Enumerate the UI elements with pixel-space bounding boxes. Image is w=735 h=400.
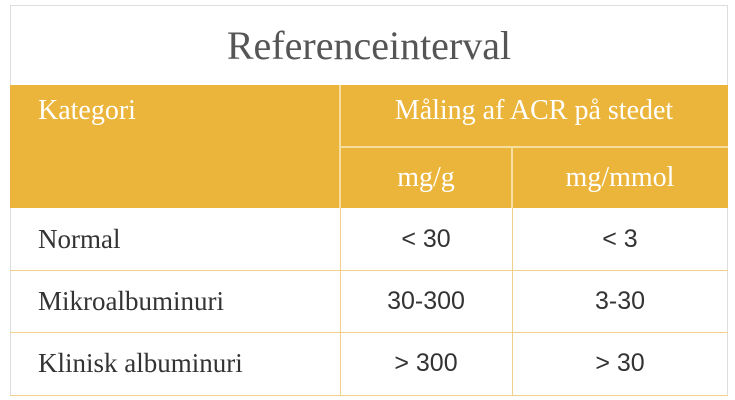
- cell: 3-30: [594, 286, 646, 315]
- cell: 30-300: [387, 286, 465, 315]
- header-cell: mg/g: [397, 161, 455, 193]
- row-label: Normal: [38, 223, 121, 254]
- cell: < 3: [602, 224, 638, 253]
- row-divider: [10, 332, 728, 333]
- header-cell: Kategori: [38, 95, 136, 126]
- header-cell: Måling af ACR på stedet: [394, 95, 674, 126]
- title: Referenceinterval: [226, 22, 512, 68]
- cell: < 30: [401, 224, 451, 253]
- header-divider: [340, 146, 728, 148]
- row-divider: [10, 270, 728, 271]
- column-divider: [340, 208, 341, 396]
- column-divider: [512, 208, 513, 396]
- header-cell: mg/mmol: [565, 161, 675, 193]
- header-divider: [511, 147, 513, 208]
- row-divider: [10, 395, 728, 396]
- row-label: Klinisk albuminuri: [38, 347, 243, 378]
- row-label: Mikroalbuminuri: [38, 285, 224, 316]
- cell: > 300: [394, 348, 458, 377]
- cell: > 30: [595, 348, 645, 377]
